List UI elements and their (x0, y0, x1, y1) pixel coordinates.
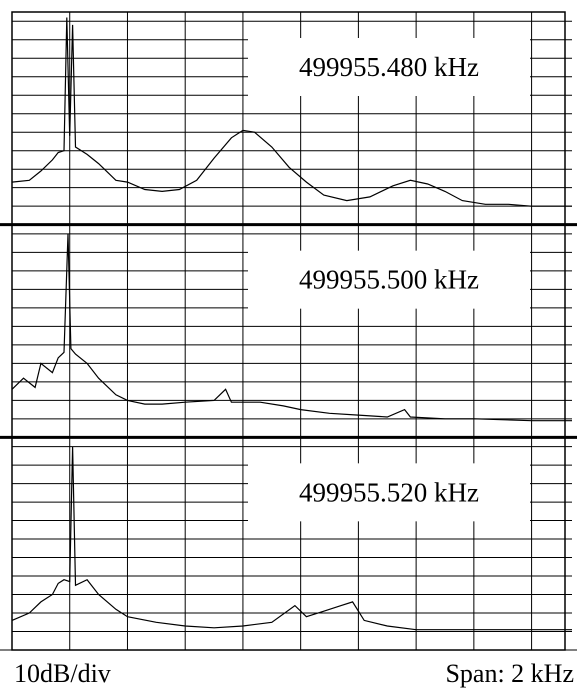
annotation-box (248, 38, 530, 96)
frame (11, 11, 566, 651)
annotation-box (248, 250, 530, 309)
annotation: 499955.520 kHz (299, 477, 479, 507)
span-label: Span: 2 kHz (445, 659, 574, 688)
spectrum-trace (11, 17, 572, 207)
annotation: 499955.500 kHz (299, 265, 479, 295)
spectrum-trace (11, 446, 572, 631)
scale-label: 10dB/div (14, 659, 111, 688)
annotation-box (248, 463, 530, 522)
annotation: 499955.480 kHz (299, 52, 479, 82)
spectrum-trace (11, 233, 572, 422)
